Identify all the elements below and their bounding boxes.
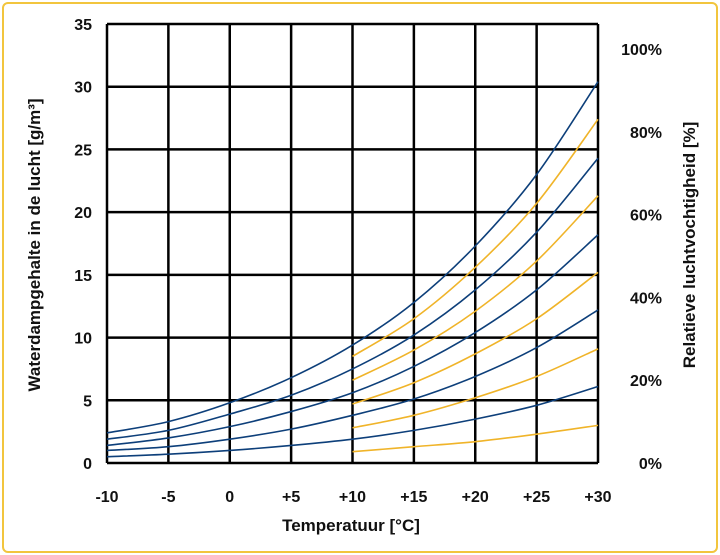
series-line-rh-20	[106, 385, 599, 458]
series-line-rh-30	[352, 348, 599, 429]
x-tick-label: 0	[225, 489, 234, 506]
y-axis-title: Waterdampgehalte in de lucht [g/m³]	[25, 98, 44, 391]
y-tick-label: 25	[74, 142, 92, 159]
series-line-rh-100	[106, 81, 599, 434]
x-tick-label: +20	[462, 489, 489, 506]
y2-tick-label: 20%	[630, 373, 662, 390]
x-tick-label: +25	[523, 489, 550, 506]
y-tick-label: 10	[74, 331, 92, 348]
y2-axis-title: Relatieve luchtvochtigheid [%]	[680, 122, 699, 369]
series-line-rh-50	[352, 271, 599, 405]
y-tick-label: 20	[74, 205, 92, 222]
y2-tick-label: 60%	[630, 208, 662, 225]
y-tick-label: 35	[74, 17, 92, 34]
series-line-rh-70	[352, 195, 599, 381]
series-line-rh-10	[352, 424, 599, 453]
y2-tick-label: 100%	[621, 42, 662, 59]
x-tick-label: +10	[339, 489, 366, 506]
x-tick-label: +5	[282, 489, 300, 506]
series-line-rh-80	[106, 157, 599, 440]
y-tick-label: 0	[83, 456, 92, 473]
y-tick-label: 30	[74, 80, 92, 97]
series-line-rh-60	[106, 234, 599, 447]
x-tick-label: +30	[584, 489, 611, 506]
x-axis-title: Temperatuur [°C]	[282, 516, 420, 535]
y2-tick-label: 80%	[630, 125, 662, 142]
series-line-rh-40	[106, 309, 599, 452]
y-tick-label: 15	[74, 268, 92, 285]
y2-tick-label: 40%	[630, 290, 662, 307]
x-tick-label: -5	[161, 489, 175, 506]
y2-tick-label: 0%	[639, 456, 662, 473]
x-tick-label: +15	[400, 489, 427, 506]
y-tick-label: 5	[83, 393, 92, 410]
series-line-rh-90	[352, 118, 599, 358]
x-tick-label: -10	[95, 489, 118, 506]
